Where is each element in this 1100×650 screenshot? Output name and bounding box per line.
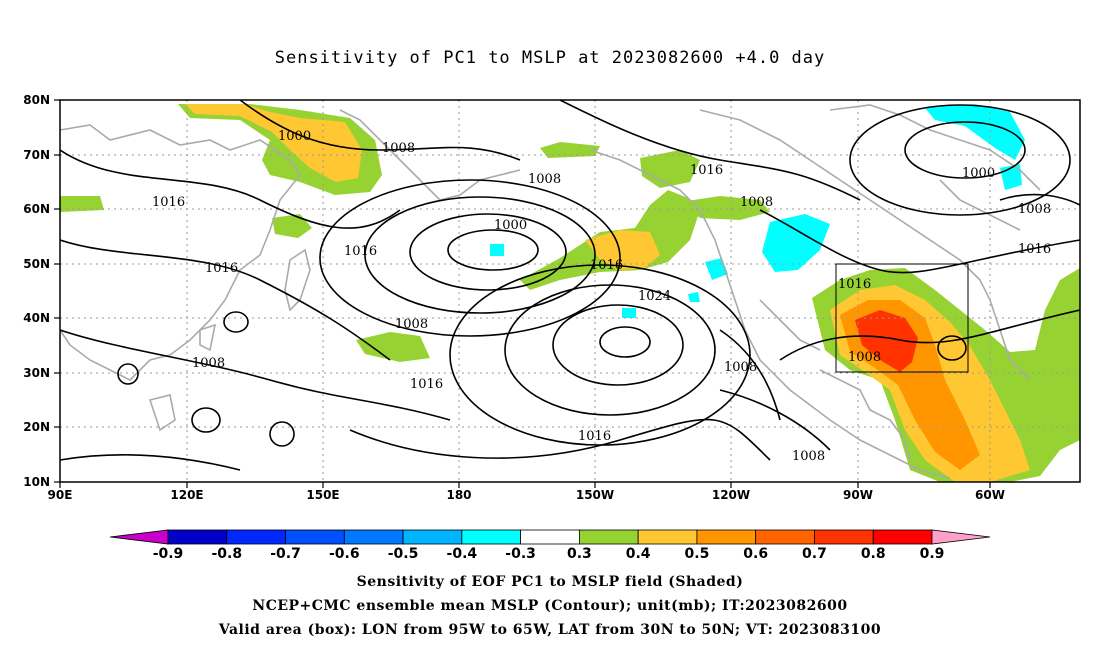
- shade-cyan-region: [490, 244, 504, 256]
- shade-red-region: [855, 310, 918, 372]
- colorbar-swatch: [402, 529, 463, 545]
- colorbar-swatch: [520, 529, 580, 545]
- y-tick-label: 30N: [23, 366, 50, 380]
- x-tick-label: 120W: [712, 488, 750, 502]
- contour-label: 1024: [638, 289, 671, 304]
- colorbar-tick-label: 0.3: [567, 546, 592, 562]
- contour-label: 1016: [152, 195, 185, 210]
- colorbar-tick-label: 0.7: [802, 546, 827, 562]
- colorbar-swatch: [226, 529, 286, 545]
- colorbar-swatch: [461, 529, 522, 545]
- plot-frame: [59, 99, 1081, 483]
- colorbar-swatch: [343, 529, 404, 545]
- colorbar-swatch: [167, 529, 228, 545]
- shaded-sensitivity-field: [60, 104, 1080, 482]
- contour-label: 1000: [494, 218, 527, 233]
- x-tick-label: 180: [446, 488, 471, 502]
- shade-green-region: [272, 214, 312, 238]
- colorbar-swatch: [637, 529, 698, 545]
- valid-area-box: [835, 263, 969, 373]
- contour-label: 1008: [740, 195, 773, 210]
- colorbar-end-high: [931, 529, 991, 545]
- colorbar-tick-label: 0.5: [685, 546, 710, 562]
- y-tick-label: 80N: [23, 93, 50, 107]
- colorbar-tick-label: -0.8: [211, 546, 242, 562]
- colorbar-tick-label: -0.4: [447, 546, 478, 562]
- contour-label: 1016: [838, 277, 871, 292]
- x-tick-label: 150E: [306, 488, 339, 502]
- contour-label: 1008: [792, 449, 825, 464]
- contour-label: 1016: [1018, 242, 1051, 257]
- y-tick-label: 10N: [23, 475, 50, 489]
- y-tick-label: 50N: [23, 257, 50, 271]
- shade-green-region: [540, 142, 600, 158]
- shade-yellow-region: [585, 230, 660, 270]
- caption-line-3: Valid area (box): LON from 95W to 65W, L…: [218, 622, 882, 638]
- contour-label: 1008: [382, 141, 415, 156]
- colorbar-tick-label: 0.6: [743, 546, 768, 562]
- shade-yellow-region: [185, 104, 362, 182]
- y-tick-label: 70N: [23, 148, 50, 162]
- y-tick-label: 60N: [23, 202, 50, 216]
- contour-label: 1008: [848, 350, 881, 365]
- map-plot-area: 1000 1008 1008 1016 1016 1016 1008 1008 …: [60, 100, 1080, 482]
- contour-label: 1000: [278, 129, 311, 144]
- contour-label: 1016: [344, 244, 377, 259]
- contour-label: 1008: [192, 356, 225, 371]
- contour-label: 1016: [578, 429, 611, 444]
- contour-labels: 1000 1008 1008 1016 1016 1016 1008 1008 …: [152, 129, 1051, 464]
- shade-green-region: [640, 150, 700, 188]
- colorbar: [109, 529, 991, 545]
- colorbar-swatch: [285, 529, 345, 545]
- shade-cyan-region: [925, 104, 1025, 160]
- contour-label: 1016: [690, 163, 723, 178]
- x-axis-labels: 90E 120E 150E 180 150W 120W 90W 60W: [48, 488, 1005, 502]
- colorbar-tick-label: -0.7: [270, 546, 301, 562]
- colorbar-swatch: [578, 529, 639, 545]
- contour-label: 1008: [528, 172, 561, 187]
- contour-label: 1000: [962, 166, 995, 181]
- colorbar-labels: -0.9 -0.8 -0.7 -0.6 -0.5 -0.4 -0.3 0.3 0.4 0.5 0.6…: [153, 546, 945, 562]
- shade-green-region: [356, 332, 430, 362]
- colorbar-tick-label: -0.3: [505, 546, 536, 562]
- colorbar-tick-label: 0.9: [920, 546, 945, 562]
- map-title: Sensitivity of PC1 to MSLP at 2023082600…: [274, 48, 826, 68]
- colorbar-swatch: [696, 529, 757, 545]
- colorbar-tick-label: -0.5: [388, 546, 419, 562]
- x-tick-label: 90E: [48, 488, 73, 502]
- colorbar-swatch: [755, 529, 815, 545]
- contour-label: 1008: [724, 360, 757, 375]
- caption-line-2: NCEP+CMC ensemble mean MSLP (Contour); u…: [252, 598, 848, 614]
- axis-ticks: [54, 99, 991, 488]
- x-tick-label: 90W: [843, 488, 873, 502]
- contour-label: 1008: [395, 317, 428, 332]
- caption-line-1: Sensitivity of EOF PC1 to MSLP field (Sh…: [356, 574, 744, 590]
- colorbar-swatch: [814, 529, 874, 545]
- colorbar-tick-label: 0.4: [626, 546, 651, 562]
- contour-label: 1016: [205, 261, 238, 276]
- colorbar-swatch: [872, 529, 933, 545]
- colorbar-tick-label: 0.8: [861, 546, 886, 562]
- contour-label: 1008: [1018, 202, 1051, 217]
- colorbar-tick-label: -0.6: [329, 546, 360, 562]
- mslp-contours: [60, 100, 1080, 471]
- y-tick-label: 40N: [23, 311, 50, 325]
- shade-cyan-region: [688, 292, 700, 302]
- colorbar-tick-label: -0.9: [153, 546, 184, 562]
- shade-green-region: [60, 196, 104, 212]
- x-tick-label: 150W: [576, 488, 614, 502]
- shade-cyan-region: [762, 214, 830, 272]
- y-tick-label: 20N: [23, 420, 50, 434]
- contour-label: 1016: [590, 258, 623, 273]
- colorbar-end-low: [109, 529, 169, 545]
- y-axis-labels: 80N 70N 60N 50N 40N 30N 20N 10N: [23, 93, 50, 489]
- shade-cyan-region: [622, 308, 636, 318]
- x-tick-label: 60W: [975, 488, 1005, 502]
- contour-label: 1016: [410, 377, 443, 392]
- x-tick-label: 120E: [170, 488, 203, 502]
